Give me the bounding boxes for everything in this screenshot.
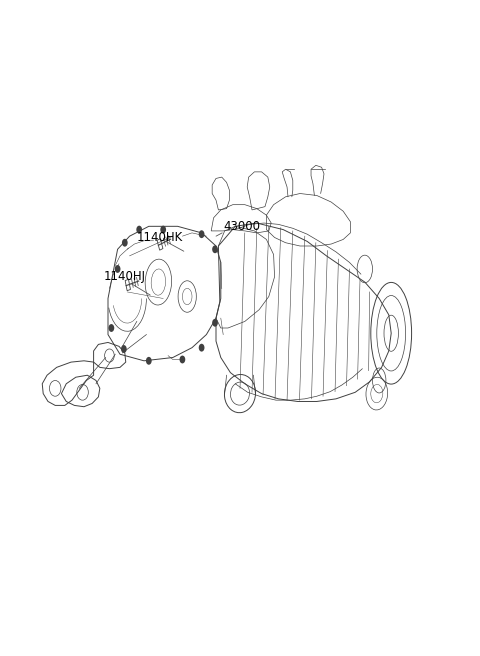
- Text: 1140HK: 1140HK: [137, 231, 183, 244]
- Text: 1140HJ: 1140HJ: [103, 270, 145, 283]
- Circle shape: [199, 230, 204, 238]
- Circle shape: [146, 357, 152, 365]
- Circle shape: [108, 324, 114, 332]
- Text: 43000: 43000: [223, 220, 260, 233]
- Circle shape: [121, 345, 127, 353]
- Circle shape: [115, 265, 120, 273]
- Circle shape: [212, 245, 218, 253]
- Circle shape: [199, 344, 204, 352]
- Circle shape: [212, 319, 218, 327]
- Circle shape: [136, 226, 142, 234]
- Circle shape: [180, 356, 185, 363]
- Circle shape: [122, 239, 128, 247]
- Circle shape: [160, 226, 166, 234]
